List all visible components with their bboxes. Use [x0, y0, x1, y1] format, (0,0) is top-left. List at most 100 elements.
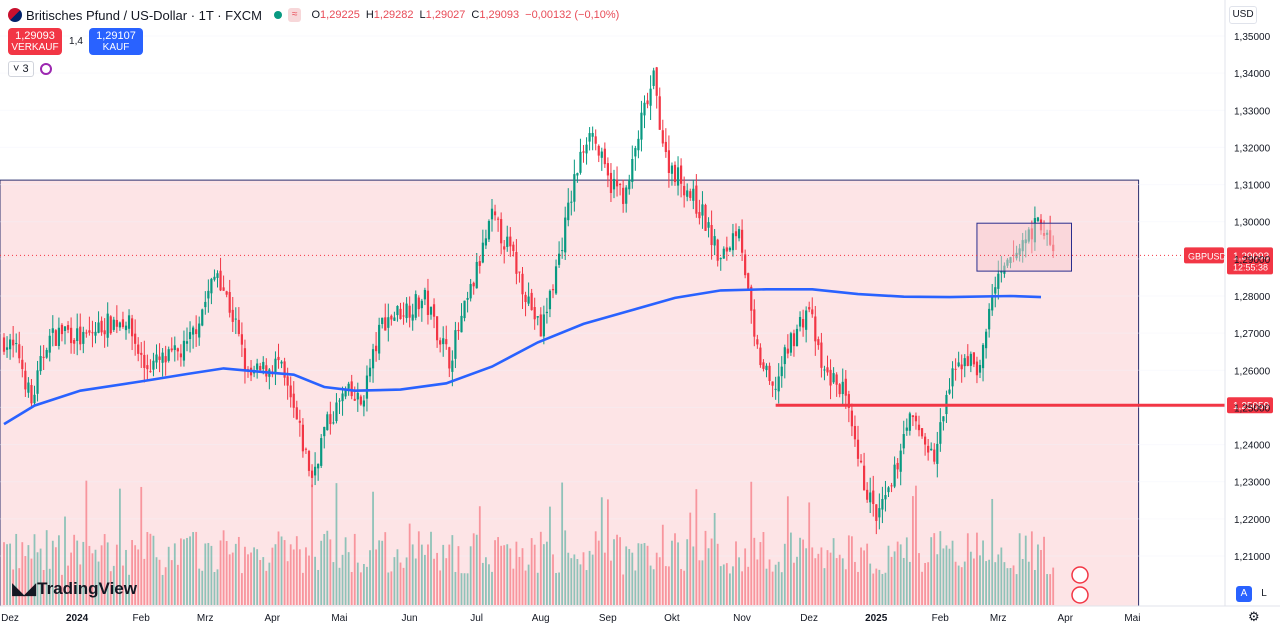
volume-bar	[384, 532, 387, 605]
candle	[82, 331, 85, 344]
candle	[991, 296, 994, 311]
candle	[198, 323, 201, 338]
volume-bar	[652, 569, 655, 605]
volume-bar	[668, 566, 670, 605]
ohlc-high: H1,29282	[365, 9, 414, 21]
indicators-count[interactable]: ˅ 3	[8, 61, 34, 77]
volume-bar	[298, 549, 301, 605]
volume-bar	[198, 568, 201, 605]
volume-bar	[799, 537, 801, 605]
candle	[847, 394, 850, 408]
candle	[286, 376, 289, 386]
candle	[667, 150, 670, 173]
candle	[381, 317, 384, 325]
buy-button[interactable]: 1,29107 KAUF	[89, 28, 143, 55]
candle	[798, 316, 802, 327]
volume-bar	[180, 538, 182, 605]
volume-bar	[277, 531, 280, 605]
sync-icon[interactable]	[39, 63, 52, 75]
chart-header: Britisches Pfund / US-Dollar · 1T · FXCM…	[8, 6, 625, 24]
candle	[542, 314, 545, 337]
candle	[859, 460, 863, 463]
candle	[619, 183, 622, 186]
candle	[475, 261, 478, 289]
auto-scale-button[interactable]: A	[1236, 586, 1252, 602]
candle	[310, 470, 314, 478]
volume-bar	[259, 559, 262, 605]
candle	[625, 187, 628, 204]
x-tick-label: Jul	[470, 613, 483, 624]
candle	[454, 330, 457, 359]
volume-bar	[73, 534, 76, 605]
candle	[545, 311, 548, 314]
volume-bar	[1000, 547, 1003, 605]
volume-bar	[829, 552, 832, 605]
settings-gear-icon[interactable]: ⚙	[1248, 609, 1260, 624]
volume-bar	[451, 535, 454, 605]
volume-bar	[381, 540, 384, 605]
sell-button[interactable]: 1,29093 VERKAUF	[8, 28, 62, 55]
volume-bar	[335, 483, 338, 605]
volume-bar	[1015, 574, 1018, 605]
candle	[76, 328, 79, 342]
candle	[45, 349, 48, 358]
volume-bar	[963, 561, 966, 605]
currency-selector[interactable]: USD	[1229, 6, 1257, 24]
candle	[853, 426, 857, 440]
candle	[692, 188, 695, 201]
candle	[954, 368, 957, 370]
volume-bar	[253, 547, 255, 605]
rectangle-drawing[interactable]	[976, 222, 1073, 272]
candle	[5, 347, 9, 350]
tradingview-logo[interactable]: ◣◢ TradingView	[12, 578, 137, 600]
candle	[124, 325, 128, 331]
candle	[445, 339, 448, 345]
volume-bar	[24, 556, 27, 605]
volume-bar	[613, 539, 615, 605]
volume-bar	[161, 574, 164, 605]
volume-bar	[1030, 531, 1033, 605]
candle	[963, 358, 966, 367]
event-flag-icon[interactable]	[1071, 586, 1089, 604]
y-tick-label: 1,23000	[1234, 478, 1271, 489]
candle	[426, 290, 430, 315]
symbol-label: GBPUSD	[1188, 251, 1227, 261]
candle	[747, 273, 750, 289]
candle	[15, 343, 18, 345]
volume-bar	[802, 539, 804, 605]
candle	[18, 344, 21, 359]
volume-bar	[988, 559, 991, 605]
candle	[564, 217, 567, 253]
candle	[234, 318, 237, 320]
volume-bar	[924, 562, 926, 605]
candle	[777, 376, 780, 392]
candle	[524, 294, 527, 303]
candle	[158, 356, 161, 360]
log-scale-button[interactable]: L	[1261, 588, 1267, 599]
volume-bar	[680, 568, 682, 605]
candle	[741, 229, 744, 253]
event-flag-icon[interactable]	[1071, 566, 1089, 584]
candle	[414, 294, 417, 318]
volume-bar	[729, 573, 731, 605]
candle	[265, 365, 268, 377]
volume-bar	[488, 564, 490, 605]
volume-bar	[424, 554, 426, 605]
volume-bar	[143, 558, 146, 605]
symbol-title[interactable]: Britisches Pfund / US-Dollar · 1T · FXCM	[26, 7, 262, 23]
candle	[490, 208, 494, 220]
volume-bar	[814, 558, 817, 605]
moving-average-line[interactable]	[3, 288, 1042, 426]
volume-bar	[338, 567, 341, 605]
volume-bar	[646, 545, 649, 605]
volume-bar	[552, 554, 554, 605]
indicators-toggle[interactable]: ˅ 3	[8, 61, 52, 77]
candle	[911, 415, 914, 418]
candle	[149, 371, 152, 373]
volume-bar	[393, 557, 396, 605]
candle	[887, 487, 890, 493]
candle	[118, 322, 121, 328]
volume-bar	[149, 533, 152, 605]
volume-bar	[350, 571, 353, 605]
